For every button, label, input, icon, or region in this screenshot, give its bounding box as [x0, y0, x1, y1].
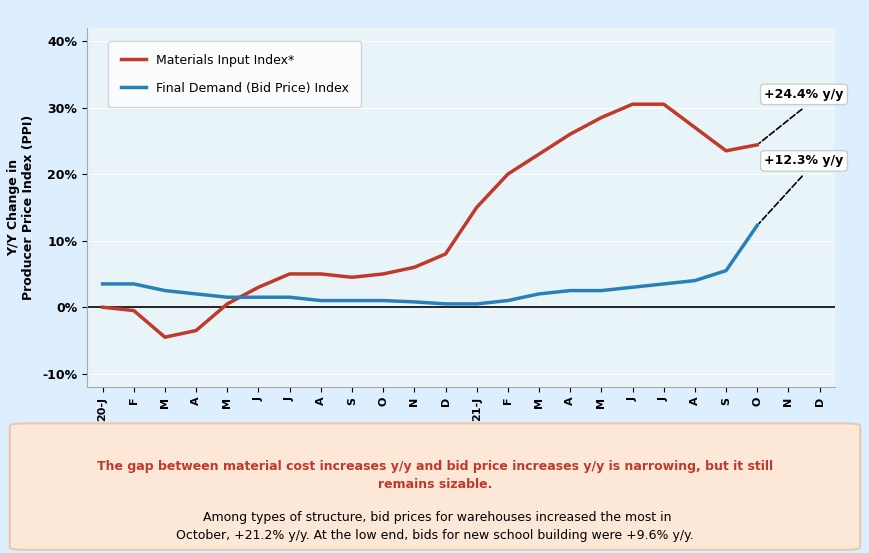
- X-axis label: Year & Month: Year & Month: [408, 432, 514, 446]
- Text: Among types of structure, bid prices for warehouses increased the most in
Octobe: Among types of structure, bid prices for…: [176, 511, 693, 542]
- Legend: Materials Input Index*, Final Demand (Bid Price) Index: Materials Input Index*, Final Demand (Bi…: [108, 41, 361, 107]
- Y-axis label: Y/Y Change in
Producer Price Index (PPI): Y/Y Change in Producer Price Index (PPI): [7, 115, 35, 300]
- Text: The gap between material cost increases y/y and bid price increases y/y is narro: The gap between material cost increases …: [96, 460, 773, 491]
- FancyBboxPatch shape: [10, 424, 859, 550]
- Text: +12.3% y/y: +12.3% y/y: [764, 154, 843, 168]
- Text: +24.4% y/y: +24.4% y/y: [764, 88, 843, 101]
